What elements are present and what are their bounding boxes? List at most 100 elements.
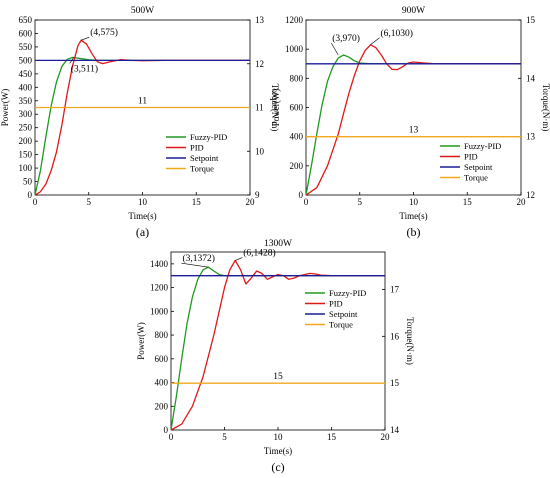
- y2-tick-label: 17: [390, 284, 400, 294]
- y2-tick-label: 13: [255, 15, 265, 25]
- y-tick-label: 400: [19, 82, 33, 92]
- annotation-leader: [81, 36, 90, 41]
- legend-label: PID: [190, 143, 204, 153]
- y-tick-label: 400: [155, 378, 169, 388]
- series-line-pid: [34, 39, 250, 196]
- torque-value-label: 13: [409, 126, 419, 136]
- y2-tick-label: 15: [526, 15, 536, 25]
- x-tick-label: 5: [358, 197, 363, 207]
- y2-tick-label: 16: [390, 331, 400, 341]
- x-axis-label: Time(s): [399, 211, 427, 221]
- y-tick-label: 200: [155, 401, 169, 411]
- x-tick-label: 0: [169, 432, 174, 442]
- y2-tick-label: 10: [255, 146, 265, 156]
- peak-annotation: (6,1428): [243, 248, 275, 259]
- series-line-fuzzy-pid: [34, 56, 250, 196]
- legend-label: PID: [329, 299, 343, 309]
- x-tick-label: 5: [222, 432, 227, 442]
- x-tick-label: 10: [138, 197, 148, 207]
- x-tick-label: 15: [463, 197, 473, 207]
- y-tick-label: 600: [290, 103, 304, 113]
- annotation-leader: [370, 37, 380, 46]
- legend-label: Setpoint: [190, 153, 219, 163]
- panel-label: (c): [271, 460, 284, 474]
- x-axis-label: Time(s): [264, 446, 292, 456]
- y-tick-label: 1400: [150, 259, 169, 269]
- x-tick-label: 10: [409, 197, 419, 207]
- legend-label: Setpoint: [329, 309, 358, 319]
- y2-axis-label: Torque(N·m): [270, 84, 280, 132]
- plot-frame: [170, 251, 386, 431]
- legend-label: Setpoint: [464, 162, 493, 172]
- y-tick-label: 0: [164, 425, 169, 435]
- chart-title: 1300W: [264, 239, 292, 249]
- y-axis-label: Power(W): [0, 89, 10, 127]
- peak-annotation: (3,970): [332, 33, 360, 44]
- y2-axis-label: Torque(N·m): [405, 317, 415, 365]
- panel-label: (a): [136, 225, 149, 239]
- y-tick-label: 300: [19, 109, 33, 119]
- x-tick-label: 20: [381, 432, 391, 442]
- y-tick-label: 200: [19, 136, 33, 146]
- y-tick-label: 0: [299, 190, 304, 200]
- torque-value-label: 15: [273, 372, 283, 382]
- x-tick-label: 10: [274, 432, 284, 442]
- x-tick-label: 20: [246, 197, 256, 207]
- y2-axis-label: Torque(N·m): [541, 84, 550, 132]
- y-tick-label: 150: [19, 150, 33, 160]
- y-tick-label: 450: [19, 69, 33, 79]
- peak-annotation: (6,1030): [381, 28, 413, 39]
- y-tick-label: 1000: [285, 44, 304, 54]
- y-tick-label: 1000: [150, 306, 169, 316]
- annotation-leader: [69, 57, 74, 64]
- y-tick-label: 50: [23, 177, 33, 187]
- legend-label: Fuzzy-PID: [464, 141, 501, 151]
- series-line-pid: [305, 44, 521, 196]
- x-tick-label: 5: [87, 197, 92, 207]
- y-tick-label: 200: [290, 161, 304, 171]
- legend-label: PID: [464, 152, 478, 162]
- y-tick-label: 1200: [150, 283, 169, 293]
- y-tick-label: 500: [19, 55, 33, 65]
- y-tick-label: 600: [155, 354, 169, 364]
- chart-title: 900W: [402, 6, 425, 16]
- annotation-leader: [181, 262, 209, 268]
- x-tick-label: 0: [33, 197, 38, 207]
- y2-tick-label: 14: [526, 73, 536, 83]
- torque-value-label: 11: [138, 97, 147, 107]
- peak-annotation: (3,1372): [182, 253, 214, 264]
- y2-tick-label: 11: [255, 103, 264, 113]
- y-tick-label: 100: [19, 163, 33, 173]
- y-axis-label: Power(W): [136, 322, 146, 360]
- x-tick-label: 15: [327, 432, 337, 442]
- legend-label: Torque: [464, 173, 488, 183]
- y2-tick-label: 13: [526, 132, 536, 142]
- peak-annotation: (3,511): [71, 63, 98, 74]
- y2-tick-label: 12: [255, 59, 264, 69]
- legend-label: Torque: [190, 164, 214, 174]
- annotation-leader: [235, 257, 243, 261]
- series-line-pid: [170, 259, 385, 431]
- y-tick-label: 550: [19, 42, 33, 52]
- y-tick-label: 800: [155, 330, 169, 340]
- x-tick-label: 20: [517, 197, 527, 207]
- y2-tick-label: 14: [390, 425, 400, 435]
- y-tick-label: 400: [290, 132, 304, 142]
- y-tick-label: 650: [19, 15, 33, 25]
- y-tick-label: 250: [19, 123, 33, 133]
- y-tick-label: 350: [19, 96, 33, 106]
- y2-tick-label: 12: [526, 190, 535, 200]
- legend-label: Fuzzy-PID: [190, 132, 227, 142]
- y-tick-label: 1200: [285, 15, 304, 25]
- y-tick-label: 0: [28, 190, 33, 200]
- y-axis-label: Power(W): [271, 89, 281, 127]
- y-tick-label: 600: [19, 28, 33, 38]
- chart-title: 500W: [131, 6, 154, 16]
- x-tick-label: 15: [192, 197, 202, 207]
- y-tick-label: 800: [290, 73, 304, 83]
- annotation-leader: [330, 42, 339, 56]
